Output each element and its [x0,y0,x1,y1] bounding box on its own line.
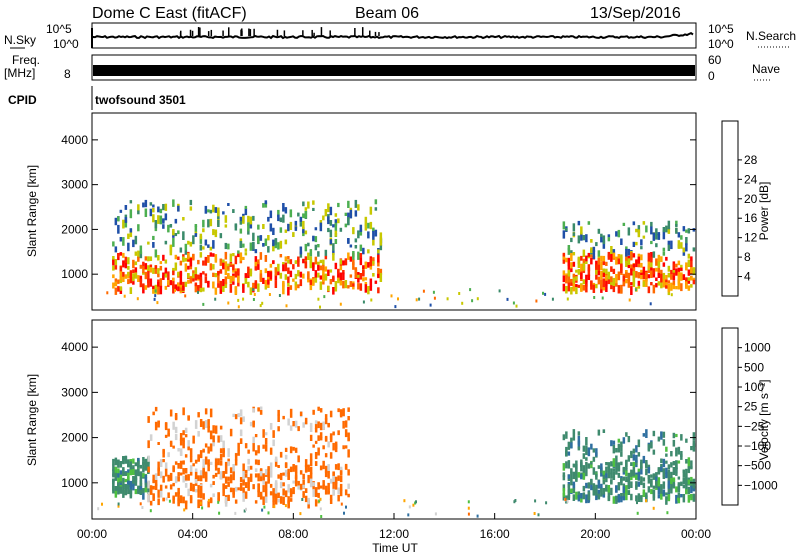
nave-label: Nave [752,62,780,76]
x-tick-label: 00:00 [681,527,711,541]
colorbar-tick: 1000 [744,341,771,355]
colorbar-tick: −500 [744,459,771,473]
y-tick-label: 4000 [61,133,88,147]
colorbar-tick: 25 [744,400,758,414]
time-xlabel: Time UT [372,541,418,554]
colorbar-tick: 100 [744,380,764,394]
x-tick-label: 20:00 [580,527,610,541]
x-tick-label: 08:00 [278,527,308,541]
colorbar-tick: 28 [744,153,758,167]
freq-trace [93,65,695,76]
beam-label: Beam 06 [355,5,419,22]
nave-tick-low: 0 [708,69,715,83]
x-tick-label: 16:00 [480,527,510,541]
velocity-echoes [97,406,696,518]
date-label: 13/Sep/2016 [590,5,681,22]
colorbar-tick: 24 [744,172,758,186]
station-title: Dome C East (fitACF) [92,5,247,22]
x-tick-label: 04:00 [178,527,208,541]
nsearch-tick-low: 10^0 [708,37,734,51]
colorbar-tick: 20 [744,192,758,206]
y-tick-label: 1000 [61,476,88,490]
colorbar-tick: −1000 [744,478,778,492]
nsearch-tick-high: 10^5 [708,22,734,36]
colorbar-tick: −25 [744,419,765,433]
freq-unit: [MHz] [4,66,35,80]
velocity-cbar-label: Velocity [m s⁻¹] [757,379,771,460]
colorbar-tick: −100 [744,439,771,453]
power-echoes [106,199,696,309]
y-tick-label: 2000 [61,222,88,236]
colorbar-tick: 12 [744,231,758,245]
power-colorbar: 4 8 12 16 20 24 28 [721,120,758,297]
colorbar-tick: 16 [744,211,758,225]
cpid-value: twofsound 3501 [95,93,186,107]
y-tick-label: 1000 [61,267,88,281]
power-ylabel: Slant Range [km] [25,165,39,257]
x-tick-label: 12:00 [379,527,409,541]
velocity-ylabel: Slant Range [km] [25,374,39,466]
colorbar-tick: 4 [744,270,751,284]
nave-tick-high: 60 [708,53,722,67]
cpid-label: CPID [8,93,37,107]
cpid-strip: CPID twofsound 3501 [8,86,186,110]
colorbar-tick: 500 [744,360,764,374]
velocity-panel: 1000 2000 3000 4000 00:00 04:00 08:00 12:00 16:… [25,319,778,554]
power-cbar-label: Power [dB] [757,182,771,241]
freq-strip: Freq. [MHz] 8 60 0 Nave [4,53,780,83]
freq-label: Freq. [12,53,40,67]
y-tick-label: 3000 [61,385,88,399]
power-panel: 1000 2000 3000 4000 Slant Range [km] 4 8 12 16… [25,112,771,311]
nsky-label: N.Sky [4,33,36,47]
nsky-tick-high: 10^5 [46,22,72,36]
nsearch-label: N.Search [746,29,796,43]
y-tick-label: 4000 [61,340,88,354]
colorbar-tick: 8 [744,250,751,264]
y-tick-label: 2000 [61,431,88,445]
velocity-colorbar: 1000 500 100 25 −25 −100 −500 −1000 [721,327,778,506]
y-tick-label: 3000 [61,178,88,192]
nsky-strip: N.Sky 10^5 10^0 10^5 10^0 N.Search [4,22,796,51]
nsky-tick-low: 10^0 [53,37,79,51]
nsky-trace [91,27,694,48]
freq-tick: 8 [64,67,71,81]
x-tick-label: 00:00 [77,527,107,541]
